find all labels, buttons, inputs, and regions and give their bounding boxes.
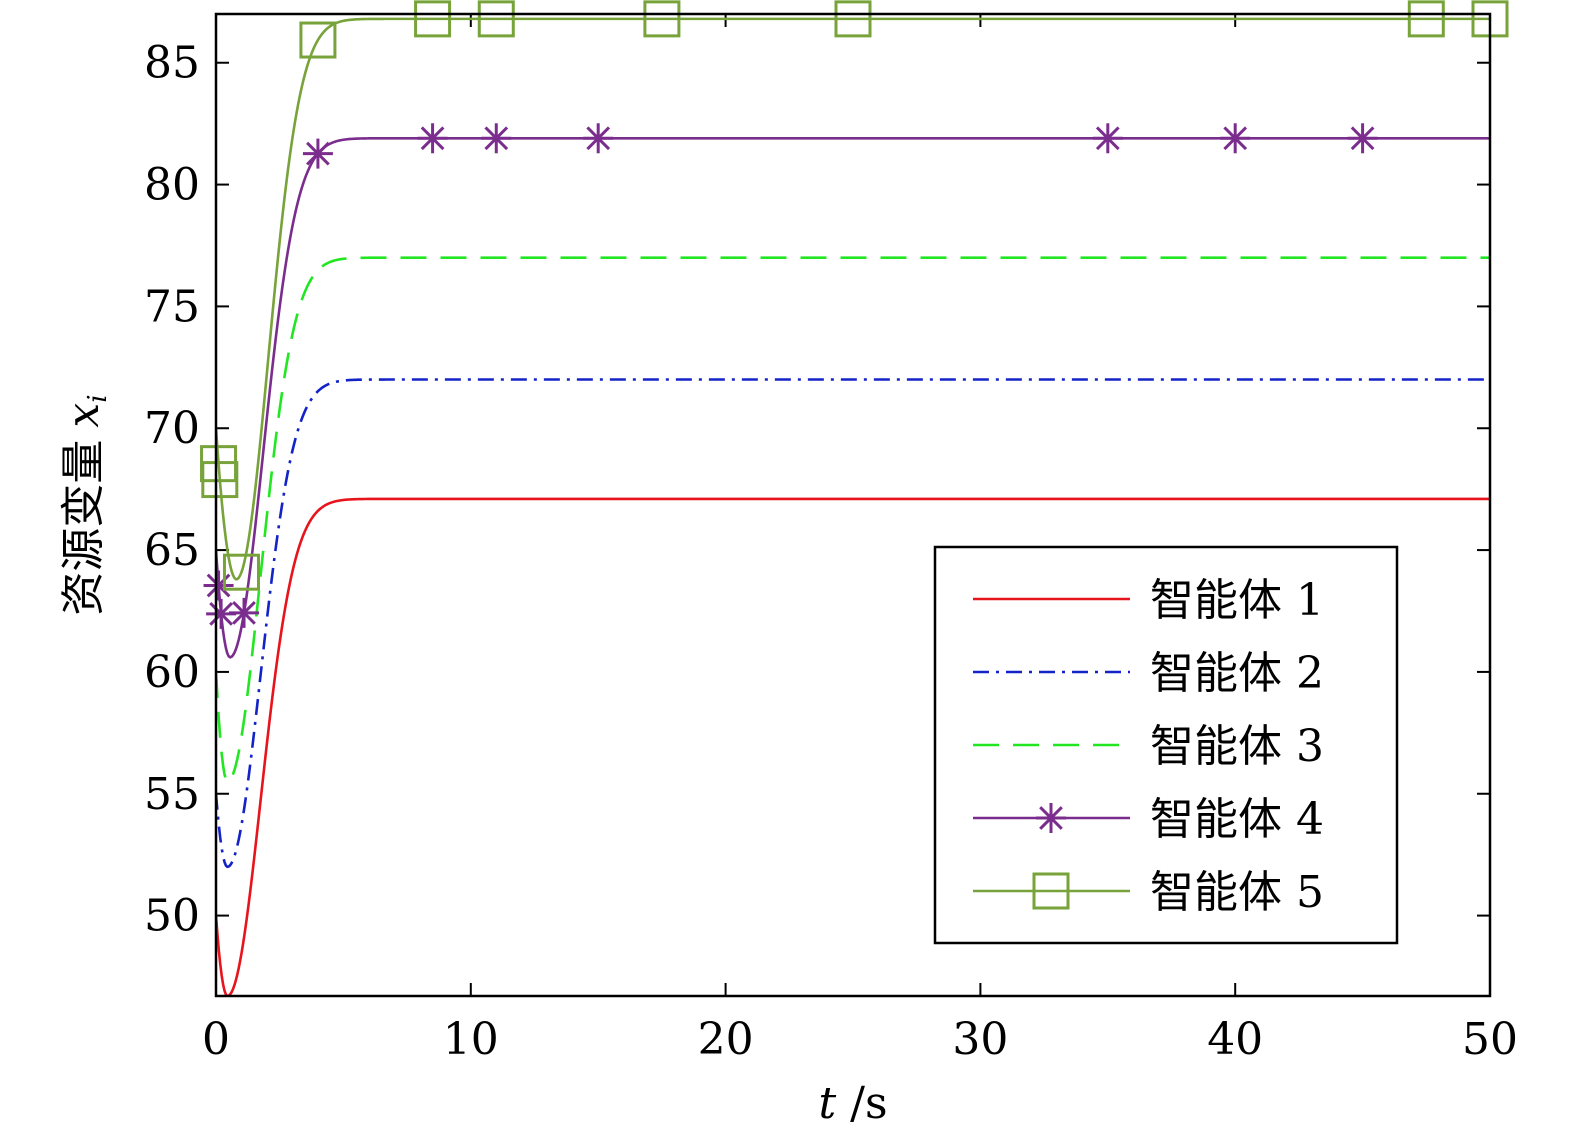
y-tick-label: 85 <box>144 38 200 89</box>
y-axis-title: 资源变量 xi <box>58 394 113 615</box>
y-tick-label: 80 <box>144 160 200 211</box>
legend-entries: 智能体 1 智能体 2 智能体 3 智能体 4 智能体 5 <box>973 575 1324 918</box>
legend-label-2: 智能体 2 <box>1150 648 1324 699</box>
legend-label-1: 智能体 1 <box>1150 575 1324 626</box>
y-ticks: 50 55 60 65 70 75 80 85 <box>144 38 1490 942</box>
y-tick-label: 60 <box>144 647 200 698</box>
series-line-2 <box>216 378 1490 869</box>
x-axis-unit: /s <box>850 1078 887 1129</box>
series-4-marker <box>1347 123 1378 154</box>
x-tick-label: 30 <box>952 1014 1008 1065</box>
series-line-1 <box>216 497 1490 996</box>
x-axis-variable: t <box>818 1078 836 1129</box>
series-4-marker <box>203 570 234 601</box>
series-4-marker <box>583 123 614 154</box>
legend-marker-5 <box>1032 872 1070 910</box>
series-4-marker <box>481 123 512 154</box>
x-tick-label: 20 <box>698 1014 754 1065</box>
legend-label-4: 智能体 4 <box>1150 794 1324 845</box>
y-axis-subscript: i <box>83 394 113 402</box>
legend: 智能体 1 智能体 2 智能体 3 智能体 4 智能体 5 <box>933 545 1399 945</box>
x-tick-label: 40 <box>1207 1014 1263 1065</box>
series-line-5 <box>216 17 1490 581</box>
legend-label-3: 智能体 3 <box>1150 721 1324 772</box>
series-5-marker <box>1407 0 1445 38</box>
series-5-marker <box>299 21 337 59</box>
series-4-marker <box>229 597 260 628</box>
series-4-marker <box>302 138 333 169</box>
series-5-marker <box>201 461 239 499</box>
y-tick-label: 75 <box>144 281 200 332</box>
y-tick-label: 65 <box>144 525 200 576</box>
plot-frame <box>214 12 1492 998</box>
series-5-marker <box>477 0 515 38</box>
y-tick-label: 50 <box>144 891 200 942</box>
series-4-marker <box>206 598 237 629</box>
series-line-3 <box>216 256 1490 784</box>
series-4-marker <box>1092 123 1123 154</box>
series-4-marker <box>417 123 448 154</box>
series-5-marker <box>414 0 452 38</box>
y-tick-label: 70 <box>144 403 200 454</box>
series-5-marker <box>222 553 260 591</box>
x-tick-label: 50 <box>1462 1014 1518 1065</box>
legend-box <box>933 545 1399 945</box>
y-tick-label: 55 <box>144 769 200 820</box>
y-axis-variable: x <box>58 403 109 428</box>
marker-layer <box>200 0 1509 629</box>
x-tick-label: 10 <box>443 1014 499 1065</box>
x-axis-title: t/s <box>818 1078 887 1129</box>
y-axis-label-text: 资源变量 <box>58 440 109 616</box>
legend-label-5: 智能体 5 <box>1150 867 1324 918</box>
series-4-marker <box>1220 123 1251 154</box>
x-tick-label: 0 <box>202 1014 230 1065</box>
series-5-marker <box>834 0 872 38</box>
x-ticks: 0 10 20 30 40 50 <box>202 14 1518 1065</box>
series-5-marker <box>643 0 681 38</box>
legend-marker-4 <box>1036 803 1066 833</box>
